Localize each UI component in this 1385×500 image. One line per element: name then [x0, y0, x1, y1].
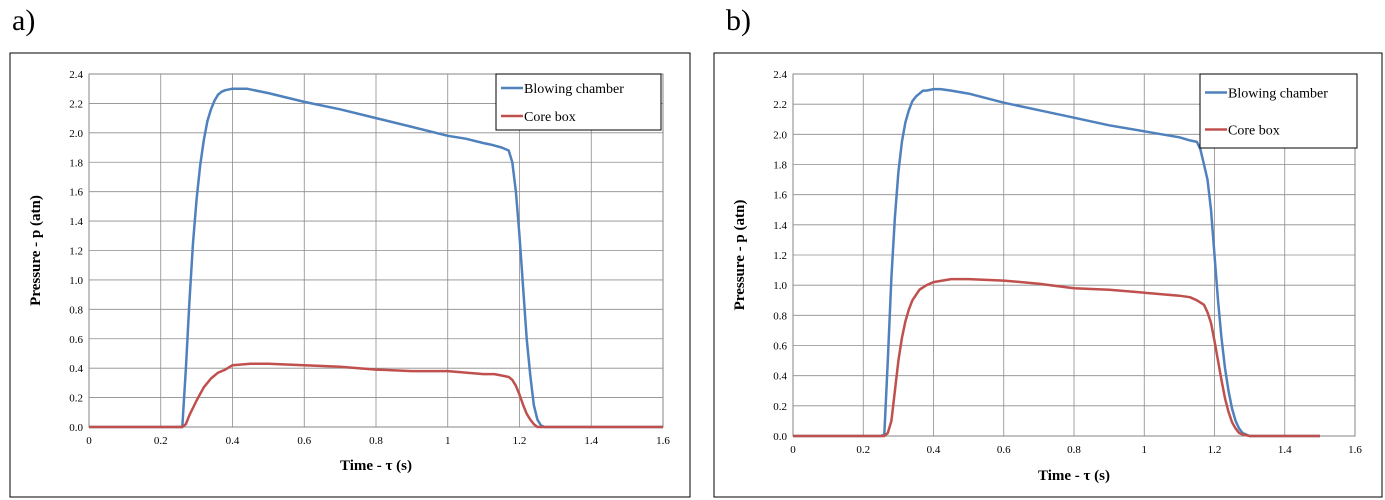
y-tick-label: 1.2 — [773, 250, 787, 262]
x-tick-label: 1 — [445, 435, 451, 447]
y-tick-label: 0.4 — [69, 363, 83, 375]
y-tick-label: 0.4 — [773, 371, 787, 383]
x-tick-label: 0 — [790, 444, 796, 456]
x-tick-label: 1.6 — [656, 435, 670, 447]
x-tick-label: 0.4 — [927, 444, 941, 456]
y-tick-label: 0.8 — [773, 310, 787, 322]
x-tick-label: 0.4 — [226, 435, 240, 447]
legend-label: Blowing chamber — [1228, 87, 1328, 102]
panel-label-b: b) — [726, 4, 751, 37]
x-axis-title: Time - τ (s) — [340, 458, 412, 474]
x-tick-label: 1.2 — [513, 435, 527, 447]
plot-area — [88, 73, 664, 428]
legend-label: Core box — [524, 110, 576, 125]
y-tick-label: 0.0 — [773, 431, 787, 443]
chart-panel-a: 0.0 0.2 0.4 0.6 0.8 1.0 1.2 1.4 1.6 1.8 2.0 2.2 2.4 0… — [9, 52, 691, 498]
series-line-blowing-chamber — [793, 87, 1320, 438]
x-tick-label: 0.8 — [1067, 444, 1081, 456]
y-tick-label: 0.2 — [69, 393, 83, 405]
y-axis-title: Pressure - p (atn) — [28, 195, 44, 306]
y-tick-label: 2.4 — [773, 69, 787, 81]
y-tick-label: 1.8 — [773, 160, 787, 172]
y-tick-label: 0.8 — [69, 304, 83, 316]
y-tick-label: 1.0 — [773, 280, 787, 292]
y-tick-label: 2.0 — [773, 129, 787, 141]
y-tick-label: 2.2 — [773, 99, 787, 111]
y-tick-label: 0.6 — [69, 334, 83, 346]
x-tick-label: 0.8 — [369, 435, 383, 447]
y-tick-label: 1.8 — [69, 157, 83, 169]
y-tick-label: 1.4 — [69, 216, 83, 228]
legend-box — [495, 73, 662, 131]
x-tick-label: 1.4 — [1278, 444, 1292, 456]
y-axis-title: Pressure - p (atn) — [732, 200, 748, 311]
x-tick-label: 0.2 — [856, 444, 870, 456]
y-tick-label: 0.2 — [773, 401, 787, 413]
legend-label: Core box — [1228, 124, 1280, 139]
y-tick-label: 2.2 — [69, 98, 83, 110]
x-tick-label: 0.2 — [154, 435, 168, 447]
y-tick-label: 1.2 — [69, 246, 83, 258]
legend: Blowing chamber Core box — [1199, 73, 1358, 149]
series-line-blowing-chamber — [89, 87, 663, 429]
y-tick-label: 1.6 — [69, 187, 83, 199]
x-tick-label: 1.4 — [584, 435, 598, 447]
series-line-core-box — [89, 362, 663, 429]
plot-area — [792, 73, 1356, 437]
x-axis-title: Time - τ (s) — [1038, 468, 1110, 484]
chart-panel-b: 0.0 0.2 0.4 0.6 0.8 1.0 1.2 1.4 1.6 1.8 2.0 2.2 2.4 0… — [713, 52, 1383, 498]
y-tick-label: 1.4 — [773, 220, 787, 232]
y-tick-label: 1.0 — [69, 275, 83, 287]
legend-box — [1199, 73, 1358, 149]
y-tick-label: 1.6 — [773, 190, 787, 202]
x-tick-label: 1 — [1142, 444, 1148, 456]
y-tick-label: 2.0 — [69, 128, 83, 140]
y-tick-label: 0.6 — [773, 341, 787, 353]
legend-label: Blowing chamber — [524, 82, 624, 97]
panel-label-a: a) — [12, 4, 36, 37]
y-tick-label: 0.0 — [69, 422, 83, 434]
x-tick-label: 1.6 — [1348, 444, 1362, 456]
series-line-core-box — [793, 277, 1320, 438]
x-tick-label: 0.6 — [997, 444, 1011, 456]
legend: Blowing chamber Core box — [495, 73, 662, 131]
x-tick-label: 1.2 — [1208, 444, 1222, 456]
y-tick-label: 2.4 — [69, 69, 83, 81]
x-tick-label: 0 — [86, 435, 92, 447]
x-tick-label: 0.6 — [297, 435, 311, 447]
